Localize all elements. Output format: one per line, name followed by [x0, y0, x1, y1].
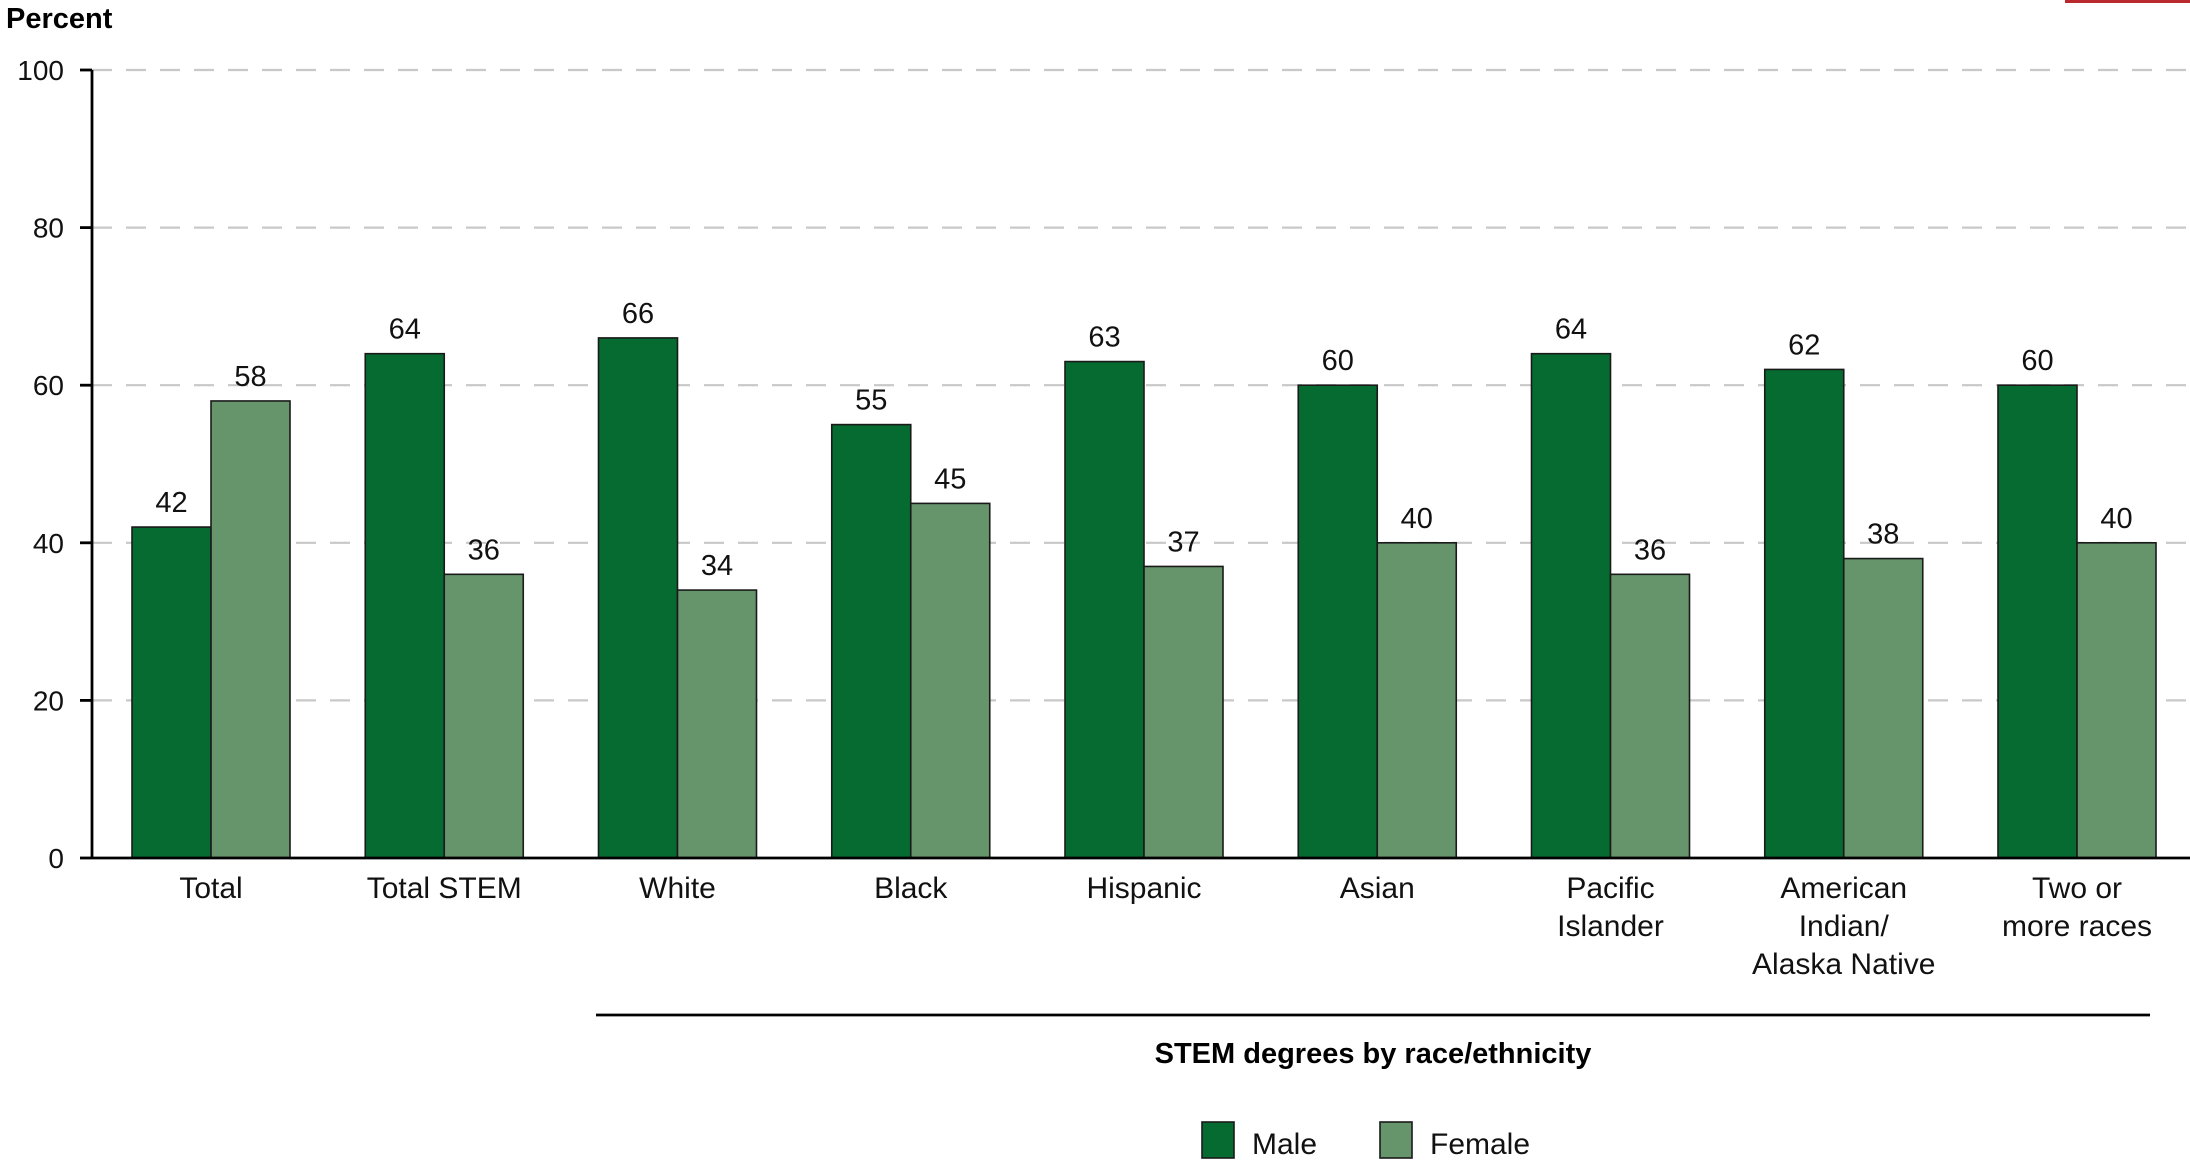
axes: 0 20 40 60 80 100	[17, 55, 2190, 874]
value-label-female: 58	[234, 361, 266, 393]
y-axis-title: Percent	[6, 3, 113, 35]
category-label-line: more races	[2002, 910, 2152, 943]
legend-swatch-female	[1379, 1121, 1413, 1159]
value-label-male: 62	[1788, 329, 1820, 361]
category-label-line: Islander	[1557, 910, 1664, 943]
legend-label-female: Female	[1430, 1128, 1530, 1160]
category-label: Asian	[1340, 872, 1415, 905]
y-tick-label: 60	[33, 370, 64, 401]
value-label-male: 64	[1555, 314, 1587, 346]
value-label-female: 36	[1634, 534, 1666, 566]
bar-female	[1376, 541, 1458, 859]
value-label-female: 45	[934, 463, 966, 495]
bar-female	[1842, 557, 1924, 859]
bar-female	[676, 589, 758, 859]
bar-male	[1530, 352, 1612, 859]
value-label-male: 55	[855, 385, 887, 417]
y-tick-label: 100	[17, 55, 64, 86]
category-label-line: Black	[874, 872, 948, 905]
bar-male	[364, 352, 446, 859]
value-label-male: 63	[1088, 322, 1120, 354]
value-label-male: 60	[2021, 345, 2053, 377]
y-tick-label: 0	[48, 843, 64, 874]
category-label: Two or more races	[2002, 872, 2152, 943]
bar-female	[210, 400, 291, 859]
value-label-female: 34	[701, 550, 733, 582]
value-label-male: 60	[1322, 345, 1354, 377]
category-label-line: Total STEM	[367, 872, 522, 905]
y-tick-label: 40	[33, 528, 64, 559]
value-label-male: 42	[155, 487, 187, 519]
value-label-female: 37	[1167, 526, 1199, 558]
category-label-line: Indian/	[1799, 910, 1890, 943]
bar-male	[131, 526, 212, 859]
category-labels: Total Total STEM White Black Hispanic Asian Pa…	[179, 872, 2152, 981]
bar-male	[1297, 384, 1379, 859]
value-label-female: 36	[468, 534, 500, 566]
category-label-line: Asian	[1340, 872, 1415, 905]
category-label-line: Pacific	[1566, 872, 1654, 905]
bar-female	[1143, 565, 1224, 859]
bar-male	[1064, 360, 1145, 859]
category-label-line: Alaska Native	[1752, 948, 1935, 981]
legend: Male Female	[1201, 1121, 1530, 1161]
value-label-male: 64	[389, 314, 421, 346]
bar-female	[2076, 541, 2157, 859]
value-label-male: 66	[622, 298, 654, 330]
category-label-line: Total	[179, 872, 242, 905]
bars	[131, 337, 2157, 859]
bar-female	[1609, 573, 1691, 859]
category-label-line: Hispanic	[1086, 872, 1201, 905]
bar-male	[1763, 368, 1845, 859]
category-label-line: White	[639, 872, 716, 905]
value-label-female: 40	[2100, 503, 2132, 535]
category-label: Total	[179, 872, 242, 905]
category-label: White	[639, 872, 716, 905]
legend-label-male: Male	[1252, 1128, 1317, 1160]
bar-male	[830, 423, 912, 859]
category-label: Black	[874, 872, 948, 905]
value-label-female: 40	[1401, 503, 1433, 535]
value-label-female: 38	[1867, 519, 1899, 551]
y-tick-label: 80	[33, 213, 64, 244]
category-label-line: American	[1780, 872, 1907, 905]
category-label: American Indian/Alaska Native	[1752, 872, 1935, 981]
bar-male	[1997, 384, 2078, 859]
group-title: STEM degrees by race/ethnicity	[1155, 1038, 1592, 1070]
category-label: Total STEM	[367, 872, 522, 905]
bar-male	[597, 337, 679, 859]
y-tick-label: 20	[33, 685, 64, 716]
category-label: Pacific Islander	[1557, 872, 1664, 943]
bar-female	[443, 573, 525, 859]
value-labels: 42 58 64 36 66 34 55 45 63 37 60 40 64 36 62 38 60 40	[155, 298, 2132, 582]
bar-female	[909, 502, 991, 859]
category-label: Hispanic	[1086, 872, 1201, 905]
category-label-line: Two or	[2032, 872, 2122, 905]
legend-swatch-male	[1201, 1121, 1235, 1159]
